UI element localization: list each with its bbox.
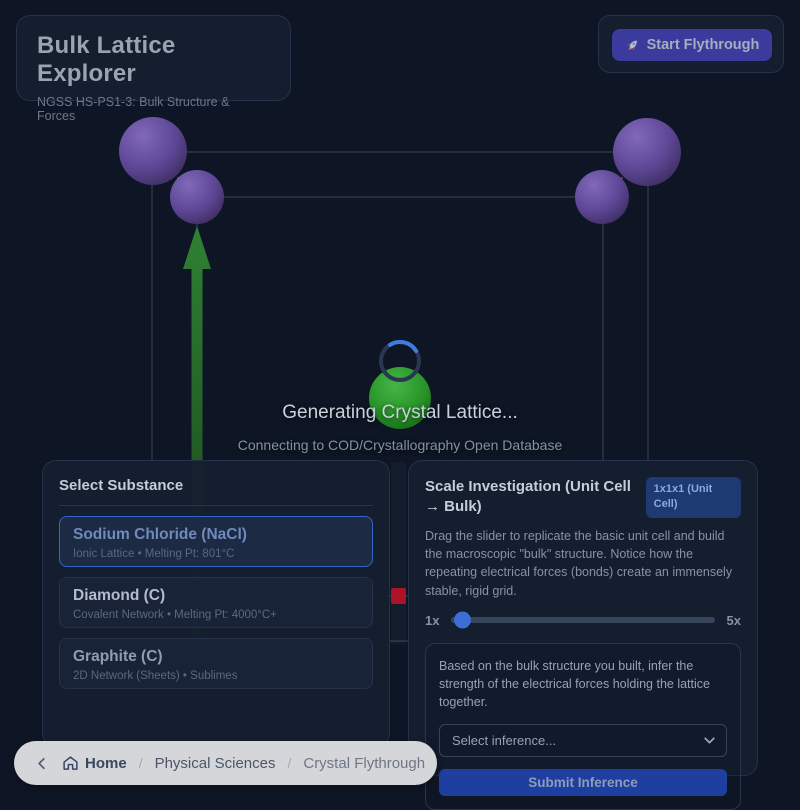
page-subtitle: NGSS HS-PS1-3: Bulk Structure & Forces <box>37 95 230 123</box>
home-icon <box>63 755 78 770</box>
lattice-atoms <box>119 117 681 224</box>
atom-sphere <box>119 117 187 185</box>
scale-investigation-panel: Scale Investigation (Unit Cell → Bulk) 1… <box>408 460 758 810</box>
scale-slider-row: 1x 5x <box>425 611 741 629</box>
force-arrow <box>183 226 211 646</box>
substance-option-graphite[interactable]: Graphite (C) 2D Network (Sheets) • Subli… <box>59 638 373 689</box>
start-flythrough-label: Start Flythrough <box>646 37 760 53</box>
inference-prompt: Based on the bulk structure you built, i… <box>439 658 710 710</box>
breadcrumb-separator: / <box>287 755 292 771</box>
page-title: Bulk Lattice Explorer <box>37 32 176 87</box>
breadcrumb-label: Home <box>85 754 127 772</box>
breadcrumb-item-physical-sciences[interactable]: Physical Sciences <box>154 754 276 772</box>
back-button[interactable] <box>30 752 53 775</box>
substance-option-nacl[interactable]: Sodium Chloride (NaCl) Ionic Lattice • M… <box>59 516 373 567</box>
substance-option-diamond[interactable]: Diamond (C) Covalent Network • Melting P… <box>59 577 373 628</box>
inference-select[interactable]: Select inference... <box>439 724 727 758</box>
scale-description: Drag the slider to replicate the basic u… <box>425 528 733 598</box>
rocket-icon <box>625 38 640 53</box>
breadcrumb-item-crystal-flythrough: Crystal Flythrough <box>303 754 426 772</box>
loading-spinner-arc <box>379 340 421 382</box>
atom-sphere <box>170 170 224 224</box>
panel-scrollbar-thumb[interactable] <box>391 588 406 604</box>
highlight-atom <box>369 367 431 429</box>
breadcrumb-separator: / <box>138 755 143 771</box>
scale-badge: 1x1x1 (Unit Cell) <box>645 477 741 518</box>
inference-box: Based on the bulk structure you built, i… <box>425 642 741 810</box>
slider-min-label: 1x <box>425 612 440 628</box>
flythrough-panel: Start Flythrough <box>598 15 784 73</box>
substance-option-title: Sodium Chloride (NaCl) <box>73 526 247 543</box>
panel-scrollbar-track[interactable] <box>391 462 406 644</box>
substance-option-subtitle: Ionic Lattice • Melting Pt: 801°C <box>73 548 235 560</box>
bond-lines <box>151 151 649 198</box>
substance-panel-title: Select Substance <box>59 477 373 506</box>
substance-option-subtitle: Covalent Network • Melting Pt: 4000°C+ <box>73 609 277 621</box>
select-substance-panel: Select Substance Sodium Chloride (NaCl) … <box>42 460 390 747</box>
atom-sphere <box>575 170 629 224</box>
breadcrumb: Home / Physical Sciences / Crystal Flyth… <box>14 741 437 785</box>
substance-option-title: Diamond (C) <box>73 587 166 604</box>
breadcrumb-item-home[interactable]: Home <box>62 755 127 772</box>
start-flythrough-button[interactable]: Start Flythrough <box>612 29 772 61</box>
scale-panel-title: Scale Investigation (Unit Cell → Bulk) <box>425 478 631 516</box>
substance-option-title: Graphite (C) <box>73 648 163 665</box>
substance-option-subtitle: 2D Network (Sheets) • Sublimes <box>73 670 238 682</box>
app-title-panel: Bulk Lattice Explorer NGSS HS-PS1-3: Bul… <box>16 15 291 123</box>
scale-slider-thumb[interactable] <box>454 611 472 629</box>
scale-slider[interactable] <box>451 611 715 629</box>
atom-sphere <box>613 118 681 186</box>
submit-inference-button[interactable]: Submit Inference <box>439 769 727 797</box>
slider-max-label: 5x <box>726 612 741 628</box>
chevron-left-icon <box>38 757 45 769</box>
